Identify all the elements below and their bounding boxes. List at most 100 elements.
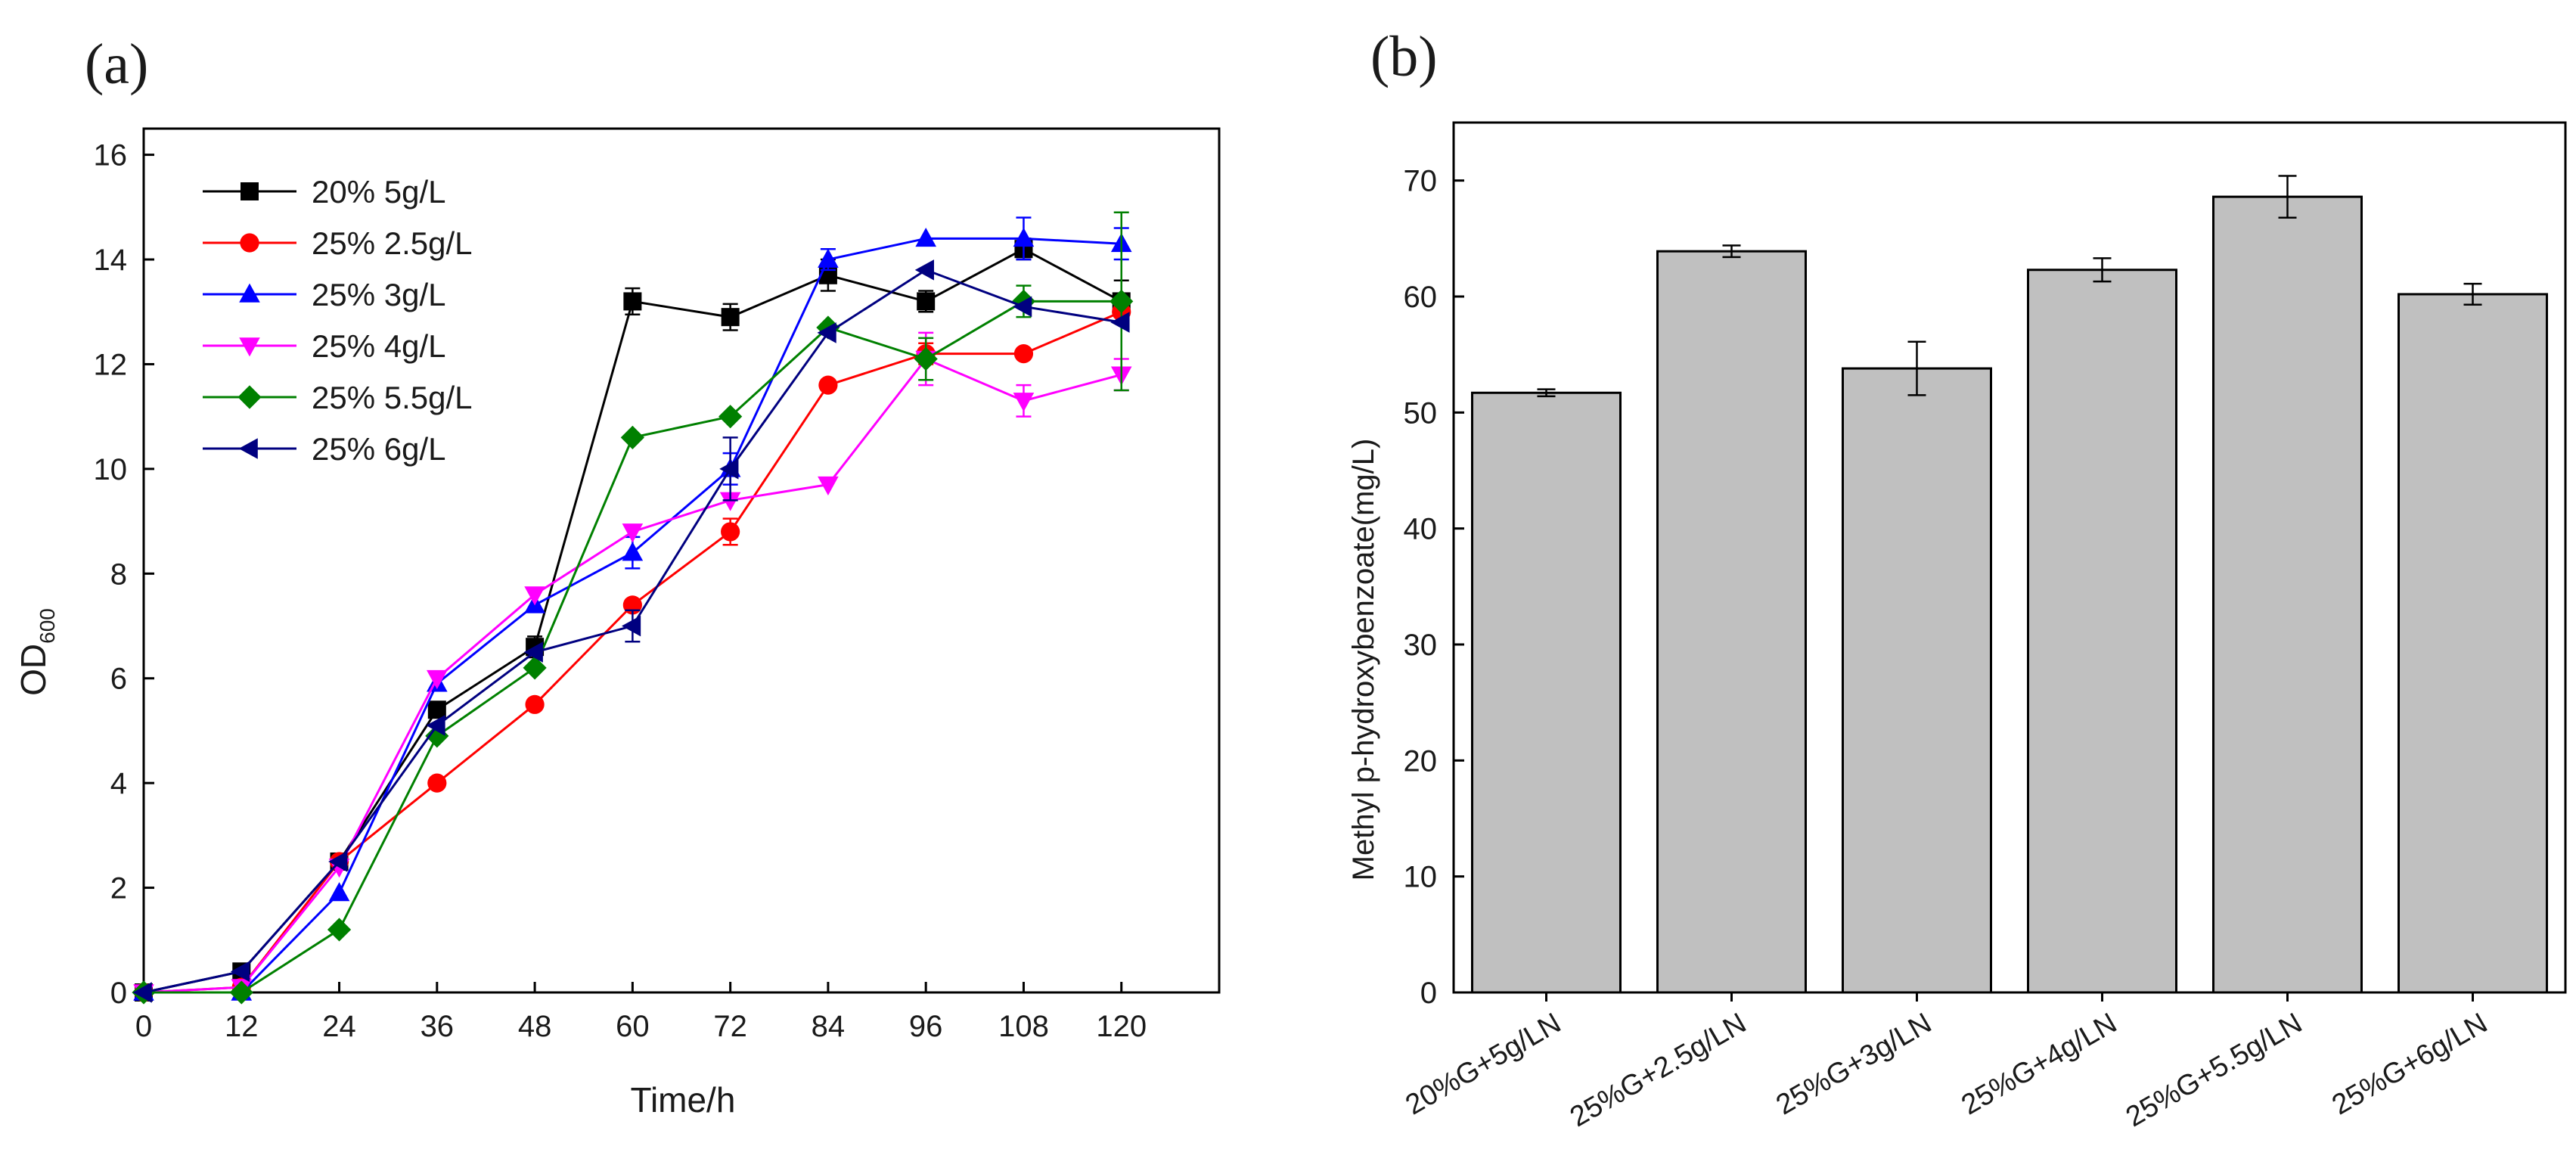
panel-a-y-axis-title: OD600	[14, 608, 59, 696]
panel-a-line-chart: 0 12 24 36 48 60 72 84 96 108 120024681012141620% …	[94, 127, 1221, 1043]
panel-a-x-tick-label: 96	[909, 1010, 943, 1043]
panel-b-x-tick-label: 25%G+5.5g/LN	[2121, 1007, 2308, 1133]
panel-a-y-tick-label: 4	[110, 767, 127, 800]
panel-a-data-point	[817, 322, 836, 343]
panel-a-data-point	[622, 542, 644, 561]
panel-b-x-tick-label: 20%G+5g/LN	[1400, 1007, 1566, 1121]
panel-b-y-tick-label: 40	[1404, 513, 1438, 546]
panel-a-x-tick-label: 60	[616, 1010, 650, 1043]
panel-a-x-tick-label: 24	[322, 1010, 356, 1043]
panel-a-y-axis-title-sub: 600	[36, 608, 59, 644]
panel-a-plot-frame	[142, 127, 1221, 994]
panel-b-y-tick-label: 70	[1404, 165, 1438, 198]
panel-a-data-point	[525, 694, 545, 714]
panel-a-data-point	[917, 292, 936, 311]
panel-a-legend: 20% 5g/L 25% 2.5g/L 25% 3g/L 25% 4g/L 25% 5.…	[203, 174, 473, 467]
panel-b-bar	[1471, 391, 1622, 994]
panel-a-series	[134, 300, 1131, 1002]
panel-b-bar	[1656, 250, 1807, 994]
panel-a-data-point	[427, 700, 446, 719]
panel-b-bar	[1842, 367, 1992, 994]
panel-a-x-tick-label: 120	[1096, 1010, 1147, 1043]
panel-a-x-tick-label: 0	[135, 1010, 152, 1043]
panel-a-y-tick-label: 0	[110, 977, 127, 1010]
panel-a-data-point	[327, 918, 352, 942]
panel-a-legend-label: 20% 5g/L	[312, 174, 445, 210]
panel-a-legend-label: 25% 6g/L	[312, 431, 445, 467]
panel-a-x-tick-label: 84	[812, 1010, 846, 1043]
panel-a-y-tick-label: 16	[94, 139, 128, 172]
panel-a-data-point	[719, 458, 739, 480]
panel-a-legend-label: 25% 3g/L	[312, 277, 445, 312]
panel-b-y-tick-label: 50	[1404, 396, 1438, 430]
panel-a-data-point	[718, 405, 743, 429]
panel-a-data-point	[621, 615, 641, 637]
panel-a-label: (a)	[85, 33, 148, 96]
panel-a-data-point	[620, 425, 644, 449]
panel-a-x-tick-label: 12	[225, 1010, 259, 1043]
panel-a-legend-label: 25% 5.5g/L	[312, 380, 473, 415]
panel-b-bar	[2027, 269, 2177, 994]
panel-b-bar	[2398, 293, 2548, 994]
panel-a-data-point	[1110, 289, 1134, 313]
panel-b-plot-frame	[1452, 121, 2567, 994]
panel-a-data-point	[523, 656, 547, 680]
panel-b-bar	[2212, 195, 2363, 994]
panel-a-y-tick-label: 2	[110, 872, 127, 905]
panel-a-data-point	[1013, 393, 1035, 412]
panel-a-x-tick-label: 108	[998, 1010, 1049, 1043]
panel-a-data-point	[328, 882, 350, 902]
panel-b-x-tick-label: 25%G+3g/LN	[1771, 1007, 1937, 1121]
panel-a-y-tick-label: 12	[94, 348, 128, 381]
panel-a-data-point	[427, 669, 448, 690]
panel-a-legend-marker	[240, 233, 259, 253]
panel-a-y-axis-title-main: OD	[14, 644, 53, 696]
panel-a-data-point	[818, 375, 838, 395]
panel-b-y-tick-label: 20	[1404, 744, 1438, 778]
panel-a-series-line	[143, 357, 1122, 994]
panel-a-data-point	[132, 982, 152, 1003]
panel-a-x-axis-title: Time/h	[631, 1080, 736, 1120]
panel-a-y-tick-label: 10	[94, 453, 128, 486]
panel-a-data-point	[721, 308, 740, 327]
panel-a-data-point	[328, 851, 348, 872]
panel-a-data-point	[623, 292, 642, 311]
panel-a-data-point	[721, 522, 740, 542]
panel-a-legend-marker	[239, 337, 260, 357]
panel-b-y-axis-title: Methyl p-hydroxybenzoate(mg/L)	[1347, 439, 1380, 881]
panel-a-data-point	[818, 476, 839, 496]
panel-b-y-tick-label: 60	[1404, 281, 1438, 314]
panel-b-y-tick-label: 10	[1404, 861, 1438, 894]
panel-a-series-line	[143, 310, 1122, 994]
panel-b-y-tick-label: 0	[1420, 977, 1437, 1010]
panel-b-x-tick-label: 25%G+4g/LN	[1956, 1007, 2122, 1121]
panel-a-data-point	[914, 346, 938, 371]
panel-a-data-point	[524, 586, 545, 606]
panel-a-data-point	[1013, 296, 1032, 318]
panel-a-series	[132, 259, 1130, 1003]
panel-a-legend-marker	[239, 283, 260, 303]
panel-a-x-tick-label: 48	[518, 1010, 552, 1043]
panel-a-y-tick-label: 6	[110, 663, 127, 696]
panel-a-data-point	[818, 248, 839, 268]
panel-b-y-tick-label: 30	[1404, 629, 1438, 662]
panel-a-legend-marker	[238, 438, 258, 459]
panel-a-legend-marker	[241, 182, 259, 200]
panel-a-series-line	[144, 300, 1122, 994]
panel-a-legend-marker	[237, 385, 262, 409]
panel-a-data-point	[523, 641, 543, 663]
panel-a-legend-label: 25% 4g/L	[312, 328, 445, 364]
panel-a-y-tick-label: 14	[94, 244, 128, 277]
panel-a-data-point	[230, 961, 250, 983]
panel-b-x-tick-label: 25%G+2.5g/LN	[1565, 1007, 1752, 1133]
panel-a-data-point	[427, 773, 447, 793]
panel-a-data-point	[914, 259, 934, 281]
panel-a-x-tick-label: 72	[713, 1010, 747, 1043]
panel-a-y-tick-label: 8	[110, 557, 127, 591]
panel-a-data-point	[915, 227, 936, 247]
panel-a-data-point	[622, 523, 644, 543]
panel-a-x-tick-label: 36	[421, 1010, 455, 1043]
panel-a-data-point	[719, 492, 741, 511]
